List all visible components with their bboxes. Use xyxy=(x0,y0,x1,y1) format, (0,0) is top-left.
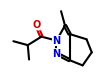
Text: N: N xyxy=(52,36,60,46)
Text: O: O xyxy=(32,20,40,30)
Text: N: N xyxy=(52,49,60,59)
